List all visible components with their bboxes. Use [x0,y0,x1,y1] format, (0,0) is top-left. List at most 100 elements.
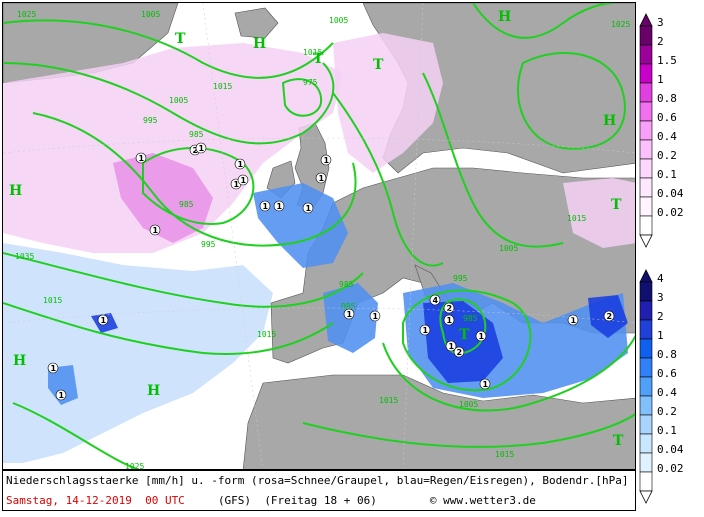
north-africa-land [242,374,635,469]
caption-date: Samstag, 14-12-2019 00 UTC [6,494,185,507]
snow-legend-label: 0.1 [657,168,677,181]
high-pressure-marker: H [147,383,160,399]
precip-value-bubble [237,174,249,186]
rain-legend-swatch [639,452,653,473]
rain-legend-label: 0.6 [657,367,677,380]
snow-layer [3,33,635,253]
precip-value-label: 1 [238,160,244,169]
precip-value-label: 1 [101,316,107,325]
isobar-label: 995 [201,240,216,249]
precip-value-bubble [47,362,59,374]
high-pressure-marker: H [253,36,266,52]
high-pressure-marker: H [498,9,511,25]
isobar-line [3,252,364,308]
isobar-label: 1015 [43,296,62,305]
precip-value-label: 1 [234,180,240,189]
rain-legend-label: 3 [657,291,664,304]
snow-legend-label: 0.8 [657,92,677,105]
precip-value-label: 1 [241,176,247,185]
snow-legend-swatch [639,63,653,84]
snow-legend-arrow-bottom [639,234,653,248]
precip-value-label: 1 [199,144,205,153]
isobar-line [3,19,334,79]
snow-area-atlantic [3,43,343,253]
rain-legend-swatch [639,414,653,435]
precip-value-label: 1 [447,316,453,325]
snow-area-east [563,178,635,248]
precip-value-label: 1 [153,226,159,235]
rain-legend-arrow-bottom [639,490,653,504]
precip-value-label: 1 [324,156,330,165]
rain-legend-swatch [639,471,653,492]
precip-value-bubble [315,172,327,184]
precip-value-label: 1 [277,202,283,211]
snow-legend-swatch [639,158,653,179]
precip-value-bubble [135,152,147,164]
isobar-label: 985 [339,280,354,289]
isobar-label: 1025 [17,10,36,19]
isobar-line [402,289,532,392]
isobar-label: 975 [303,78,318,87]
rain-legend-label: 0.1 [657,424,677,437]
caption-meta: Samstag, 14-12-2019 00 UTC (GFS) (Freita… [6,494,536,507]
snow-legend-swatch [639,82,653,103]
rain-legend-swatch [639,338,653,359]
low-pressure-marker: T [459,327,470,343]
rain-legend-label: 0.8 [657,348,677,361]
rain-area-med-heavy [423,301,503,383]
isobar-line [3,62,335,145]
graticule-line [3,307,635,324]
precip-value-label: 2 [607,312,613,321]
precip-value-bubble [320,154,332,166]
precip-value-label: 1 [51,364,57,373]
low-pressure-marker: T [175,31,186,47]
rain-legend-label: 0.2 [657,405,677,418]
snow-legend-swatch [639,139,653,160]
rain-legend-arrow-top [639,269,653,283]
snow-legend-label: 0.4 [657,130,677,143]
snow-legend-label: 0.2 [657,149,677,162]
precip-value-label: 2 [457,348,463,357]
precip-value-label: 1 [373,312,379,321]
isobar-label: 1005 [499,244,518,253]
rain-legend-swatch [639,319,653,340]
graticule-line [3,137,635,154]
rain-area-atl-south [48,365,78,405]
precip-value-bubble [195,142,207,154]
precip-value-bubble [234,158,246,170]
precip-value-label: 1 [319,174,325,183]
precip-value-label: 1 [479,332,485,341]
rain-legend-label: 2 [657,310,664,323]
precip-value-bubble [479,378,491,390]
low-pressure-marker: T [613,433,624,449]
graticule-line [402,3,424,469]
rain-legend-label: 0.02 [657,462,684,475]
rain-legend-swatch [639,376,653,397]
isobar-line [12,402,141,469]
snow-legend-label: 0.6 [657,111,677,124]
isobar-label: 985 [463,314,478,323]
snow-legend-label: 0.02 [657,206,684,219]
isobar-line [32,112,357,247]
isobar-label: 1005 [459,400,478,409]
isobar-label: 995 [453,274,468,283]
precip-value-label: 1 [59,391,65,400]
snow-legend-swatch [639,177,653,198]
precip-value-bubble [429,294,441,306]
snow-legend-arrow-top [639,13,653,27]
isobar-line [517,52,626,150]
graticule-line [202,3,263,469]
precip-value-bubble [419,324,431,336]
precip-value-bubble [343,308,355,320]
precip-value-bubble [273,200,285,212]
isobar-label: 1025 [611,20,630,29]
isobar-line [281,78,323,117]
precip-value-bubble [302,202,314,214]
isobar-line [382,334,635,412]
snow-legend-label: 3 [657,16,664,29]
isobar-labels: 1025 1005 995 1015 985 975 985 995 1035 … [15,10,630,469]
precip-value-bubble [55,389,67,401]
precip-value-label: 1 [483,380,489,389]
